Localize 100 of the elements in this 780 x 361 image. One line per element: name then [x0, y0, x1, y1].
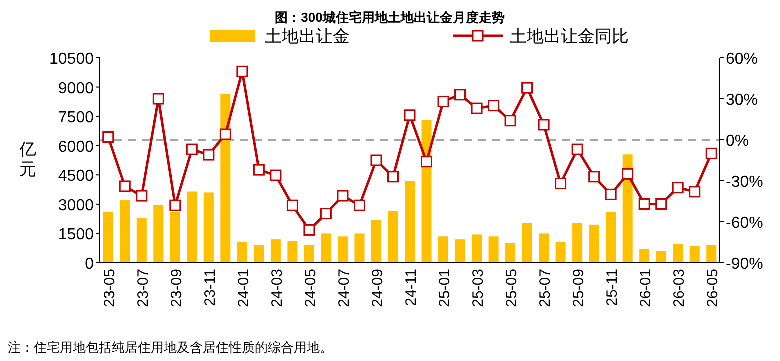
bar [204, 192, 214, 263]
bar [237, 242, 248, 263]
legend-label: 土地出让金 [265, 27, 350, 46]
bar [103, 212, 114, 263]
point [203, 149, 215, 161]
x-tick-label: 25-01 [436, 269, 454, 308]
x-tick-label: 26-01 [638, 269, 655, 308]
x-tick-label: 24-05 [302, 269, 320, 308]
point [337, 190, 349, 202]
bar [472, 234, 482, 263]
point [538, 119, 550, 131]
point [186, 144, 198, 156]
bar [506, 243, 516, 263]
bar [254, 245, 264, 263]
point [152, 93, 164, 105]
point [404, 110, 416, 122]
bar [170, 212, 180, 263]
point [471, 102, 483, 114]
y-tick-label: 9000 [58, 80, 94, 98]
x-tick-label: 23-09 [168, 269, 186, 308]
bar [154, 205, 164, 263]
y-axis-title: 亿元 [18, 140, 36, 179]
y-tick-label: 3000 [58, 197, 94, 214]
point [236, 66, 248, 78]
bar [606, 212, 616, 263]
point [421, 156, 433, 168]
x-tick-label: 24-07 [336, 269, 353, 308]
y2-tick-label: -90% [726, 256, 764, 273]
point [605, 188, 617, 200]
bar [522, 222, 532, 263]
bar [438, 236, 449, 263]
y-tick-label: 4500 [58, 168, 94, 186]
bar [120, 200, 130, 263]
point [572, 144, 584, 156]
point [588, 171, 600, 183]
point [354, 200, 366, 212]
bar [321, 234, 332, 263]
bar [673, 244, 684, 263]
x-tick-label: 25-05 [504, 269, 521, 308]
x-tick-label: 25-07 [537, 269, 554, 308]
bar [187, 192, 198, 263]
point [170, 200, 182, 212]
y2-tick-label: 0% [726, 133, 750, 150]
point [504, 115, 516, 127]
x-tick-label: 24-11 [403, 269, 420, 306]
point [672, 182, 684, 194]
bar [371, 220, 382, 263]
y2-tick-label: 30% [726, 92, 758, 109]
bar [589, 224, 600, 263]
y2-tick-label: -60% [726, 215, 764, 232]
bar [270, 240, 281, 263]
x-tick-label: 26-03 [671, 269, 688, 308]
bar [388, 211, 398, 263]
point [488, 100, 500, 112]
y-tick-label: 1500 [58, 226, 94, 244]
y-tick-label: 0 [85, 256, 94, 273]
bar [405, 181, 415, 263]
point [522, 82, 534, 94]
x-tick-label: 23-11 [202, 269, 219, 306]
bar [640, 249, 650, 263]
x-tick-label: 25-11 [604, 269, 622, 306]
point [454, 89, 466, 101]
y-tick-label: 7500 [58, 110, 94, 127]
point [270, 170, 282, 182]
point [706, 148, 718, 160]
bar [304, 245, 314, 263]
point [136, 190, 148, 202]
bar [288, 242, 298, 263]
bar [656, 251, 666, 263]
bar [338, 236, 348, 263]
point [555, 178, 567, 190]
point [689, 186, 701, 198]
x-tick-label: 24-09 [369, 269, 386, 308]
bar [455, 240, 466, 263]
point [387, 171, 399, 183]
x-tick-label: 25-03 [470, 269, 488, 308]
chart-title: 图：300城住宅用地土地出让金月度走势 [275, 10, 505, 25]
x-tick-label: 23-07 [134, 269, 152, 308]
x-tick-label: 24-03 [268, 269, 286, 308]
text: 注：住宅用地包括纯居住用地及含居住性质的综合用地。 [8, 340, 333, 355]
y-tick-label: 10500 [50, 51, 94, 68]
point [638, 198, 650, 210]
point [320, 208, 332, 220]
bar [706, 245, 717, 263]
point [119, 180, 131, 192]
point [102, 132, 114, 144]
legend-label: 土地出让金同比 [510, 27, 629, 46]
x-tick-label: 23-05 [101, 269, 118, 308]
bar [690, 246, 700, 263]
point [622, 168, 634, 180]
point [370, 154, 382, 166]
point [253, 164, 265, 176]
x-tick-label: 24-01 [235, 269, 252, 308]
bar [539, 234, 550, 263]
bar [136, 218, 147, 263]
y2-tick-label: -30% [726, 174, 764, 191]
bar [220, 94, 231, 263]
point [438, 96, 450, 108]
bar [572, 222, 583, 263]
x-tick-label: 25-09 [570, 269, 588, 308]
